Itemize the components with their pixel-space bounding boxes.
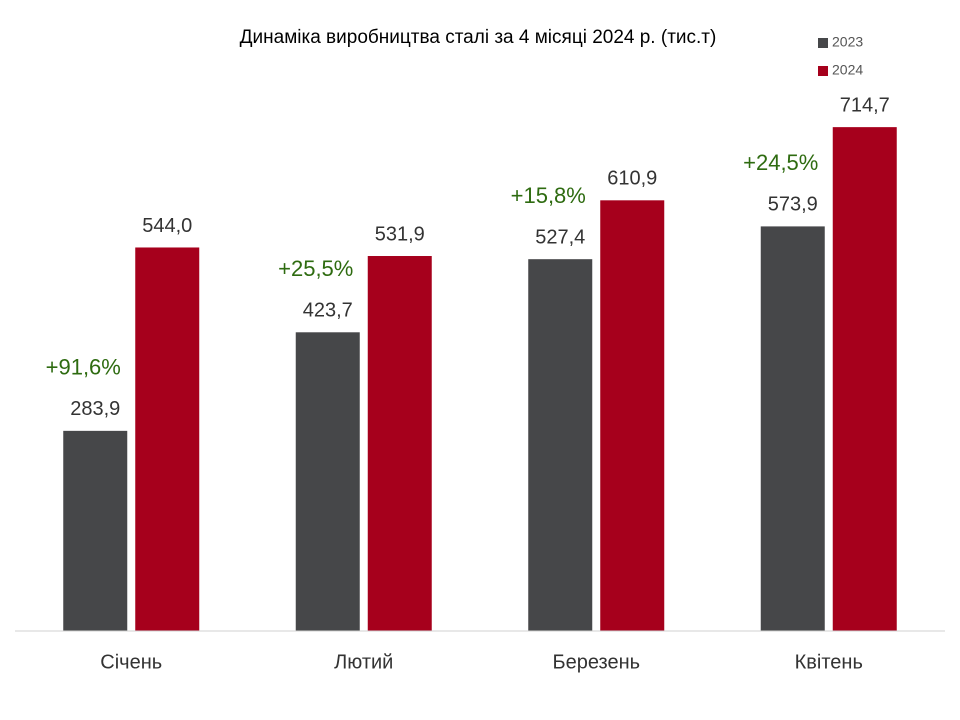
value-label: 573,9 bbox=[768, 194, 818, 216]
x-tick-label: Квітень bbox=[795, 651, 863, 673]
legend-swatch bbox=[818, 38, 828, 48]
legend-label: 2023 bbox=[832, 34, 863, 50]
growth-annotation: +15,8% bbox=[511, 183, 586, 208]
value-label: 714,7 bbox=[840, 94, 890, 116]
legend-label: 2024 bbox=[832, 62, 863, 78]
chart-title: Динаміка виробництва сталі за 4 місяці 2… bbox=[240, 27, 717, 48]
bar bbox=[135, 247, 200, 632]
x-tick-label: Лютий bbox=[334, 651, 393, 673]
value-label: 610,9 bbox=[607, 168, 657, 190]
bar bbox=[528, 259, 593, 631]
growth-annotation: +91,6% bbox=[46, 355, 121, 380]
bar bbox=[760, 226, 825, 631]
bar bbox=[295, 332, 360, 631]
value-label: 527,4 bbox=[535, 226, 585, 248]
value-label: 283,9 bbox=[70, 398, 120, 420]
legend-swatch bbox=[818, 66, 828, 76]
x-tick-label: Січень bbox=[100, 651, 162, 673]
growth-annotation: +24,5% bbox=[743, 150, 818, 175]
x-tick-label: Березень bbox=[552, 651, 640, 673]
value-label: 531,9 bbox=[375, 223, 425, 245]
value-label: 544,0 bbox=[142, 215, 192, 237]
bar bbox=[600, 200, 665, 632]
bar bbox=[832, 127, 897, 631]
bar bbox=[367, 256, 432, 631]
growth-annotation: +25,5% bbox=[278, 256, 353, 281]
value-label: 423,7 bbox=[303, 300, 353, 322]
bar bbox=[63, 430, 128, 631]
